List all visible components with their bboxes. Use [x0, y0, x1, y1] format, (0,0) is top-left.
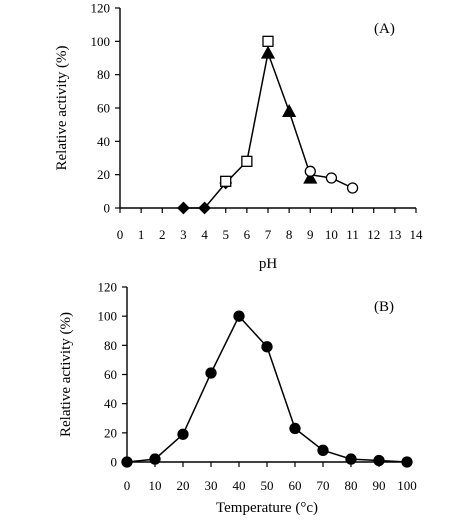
y-tick-label: 120 [91, 1, 111, 16]
x-tick-label: 50 [261, 478, 274, 493]
data-point-circle [401, 456, 413, 468]
data-point-circle [205, 367, 217, 379]
y-tick-label: 20 [104, 425, 117, 440]
data-point-circle [304, 165, 316, 177]
data-point-square [220, 175, 232, 187]
data-point-circle [345, 453, 357, 465]
data-point-circle [261, 341, 273, 353]
x-axis-title: pH [259, 256, 278, 272]
x-axis-title: Temperature (°c) [216, 500, 318, 516]
data-point-diamond [177, 201, 190, 215]
x-tick-label: 11 [346, 227, 359, 242]
y-axis-title: Relative activity (%) [58, 312, 74, 437]
data-point-circle [325, 172, 338, 184]
y-tick-label: 80 [104, 338, 117, 353]
x-tick-label: 9 [307, 227, 314, 242]
x-tick-label: 4 [201, 227, 208, 242]
x-tick-label: 30 [205, 478, 218, 493]
y-tick-label: 60 [97, 101, 110, 116]
y-tick-label: 40 [104, 396, 117, 411]
x-tick-label: 10 [325, 227, 338, 242]
series-line [183, 50, 353, 209]
y-tick-label: 0 [104, 201, 111, 216]
y-tick-label: 120 [98, 280, 118, 295]
x-tick-label: 70 [317, 478, 330, 493]
data-point-circle [149, 453, 161, 465]
data-point-circle [373, 454, 385, 467]
chart-panel-b: 0 20 40 60 80 100 120 0 10 20 30 40 50 60 70 80 90 100 Tem… [58, 280, 417, 517]
y-tick-label: 0 [111, 455, 118, 470]
panel-label: (B) [374, 299, 394, 315]
x-tick-label: 8 [286, 227, 293, 242]
x-tick-label: 0 [117, 227, 124, 242]
data-point-triangle [303, 170, 318, 184]
data-point-circle [317, 444, 329, 456]
data-point-circle [346, 182, 359, 194]
x-tick-label: 10 [149, 478, 162, 493]
x-tick-label: 1 [138, 227, 145, 242]
y-axis-title: Relative activity (%) [54, 46, 70, 171]
x-tick-label: 7 [265, 227, 272, 242]
x-tick-label: 60 [289, 478, 302, 493]
x-tick-label: 40 [233, 478, 246, 493]
data-point-square [262, 35, 274, 47]
data-point-square [241, 155, 253, 167]
x-tick-label: 5 [222, 227, 229, 242]
x-tick-label: 2 [159, 227, 166, 242]
series-line [126, 314, 408, 463]
data-point-triangle [260, 45, 276, 59]
x-tick-label: 20 [177, 478, 190, 493]
data-point-circle [121, 456, 133, 468]
data-point-circle [289, 422, 301, 435]
x-tick-label: 100 [397, 478, 417, 493]
data-point-diamond [198, 201, 211, 215]
x-tick-label: 13 [388, 227, 401, 242]
x-tick-label: 80 [345, 478, 358, 493]
data-point-triangle [282, 103, 297, 117]
y-tick-label: 60 [104, 367, 117, 382]
panel-label: (A) [374, 21, 395, 37]
y-tick-label: 100 [98, 309, 118, 324]
y-tick-label: 40 [97, 134, 110, 149]
y-tick-label: 100 [91, 34, 111, 49]
x-tick-label: 14 [410, 227, 424, 242]
data-point-circle [177, 428, 189, 440]
data-point-circle [233, 310, 245, 322]
x-tick-label: 6 [244, 227, 251, 242]
y-tick-label: 80 [97, 67, 110, 82]
y-tick-label: 20 [97, 167, 110, 182]
x-tick-label: 3 [180, 227, 187, 242]
x-tick-label: 90 [373, 478, 386, 493]
x-tick-label: 0 [124, 478, 131, 493]
x-tick-label: 12 [367, 227, 380, 242]
